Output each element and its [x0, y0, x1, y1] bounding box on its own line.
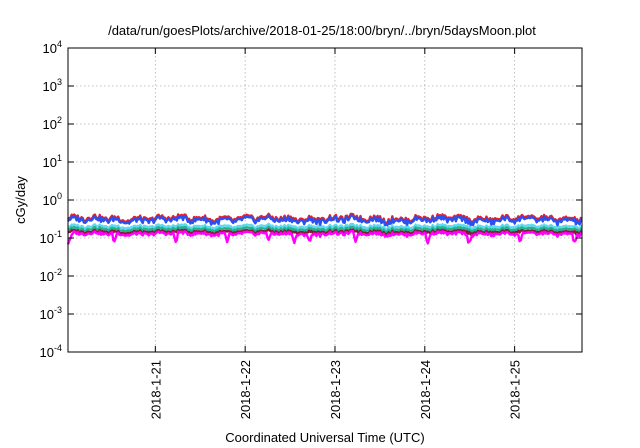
series-line [66, 229, 583, 245]
x-tick-label: 2018-1-23 [328, 360, 343, 419]
y-axis-label: cGy/day [13, 176, 28, 224]
x-axis-label: Coordinated Universal Time (UTC) [225, 430, 424, 445]
grid-lines [68, 48, 582, 352]
y-tick-label: 104 [43, 39, 62, 56]
x-tick-label: 2018-1-25 [508, 360, 523, 419]
series-line [67, 225, 583, 234]
x-tick-label: 2018-1-24 [418, 360, 433, 419]
chart-title: /data/run/goesPlots/archive/2018-01-25/1… [108, 23, 536, 38]
y-tick-label: 101 [43, 153, 62, 170]
y-tick-label: 102 [43, 115, 62, 132]
x-axis: 2018-1-21 2018-1-22 2018-1-23 2018-1-24 2018… [148, 48, 523, 419]
series-line [67, 214, 583, 227]
y-tick-label: 10-3 [40, 305, 62, 322]
y-tick-label: 10-1 [40, 229, 62, 246]
y-tick-label: 10-4 [40, 343, 62, 360]
y-axis: 10-4 10-3 10-2 10-1 100 101 102 103 104 [40, 39, 582, 360]
series-group [66, 212, 583, 245]
y-tick-label: 10-2 [40, 267, 62, 284]
x-tick-label: 2018-1-22 [238, 360, 253, 419]
series-line [67, 222, 583, 231]
x-tick-label: 2018-1-21 [148, 360, 163, 419]
y-tick-label: 103 [43, 77, 62, 94]
y-tick-label: 100 [43, 191, 62, 208]
